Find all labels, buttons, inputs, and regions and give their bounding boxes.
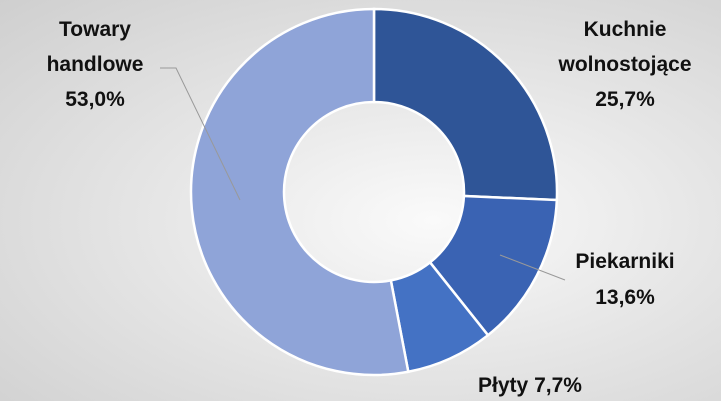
value-label: 7,7% [534, 374, 582, 397]
value-label: 13,6% [595, 286, 655, 309]
category-label: Kuchnie wolnostojące [558, 18, 692, 76]
donut-slice [189, 7, 410, 377]
leader-line [499, 254, 566, 281]
donut-slice [372, 7, 559, 202]
category-label: Płyty [478, 374, 529, 397]
category-label: Piekarniki [575, 250, 675, 273]
value-label: 53,0% [65, 88, 125, 111]
slice-label: Płyty 7,7% [430, 368, 630, 401]
value-label: 25,7% [595, 88, 655, 111]
leader-line [160, 67, 241, 201]
category-label: Towary handlowe [46, 18, 144, 76]
